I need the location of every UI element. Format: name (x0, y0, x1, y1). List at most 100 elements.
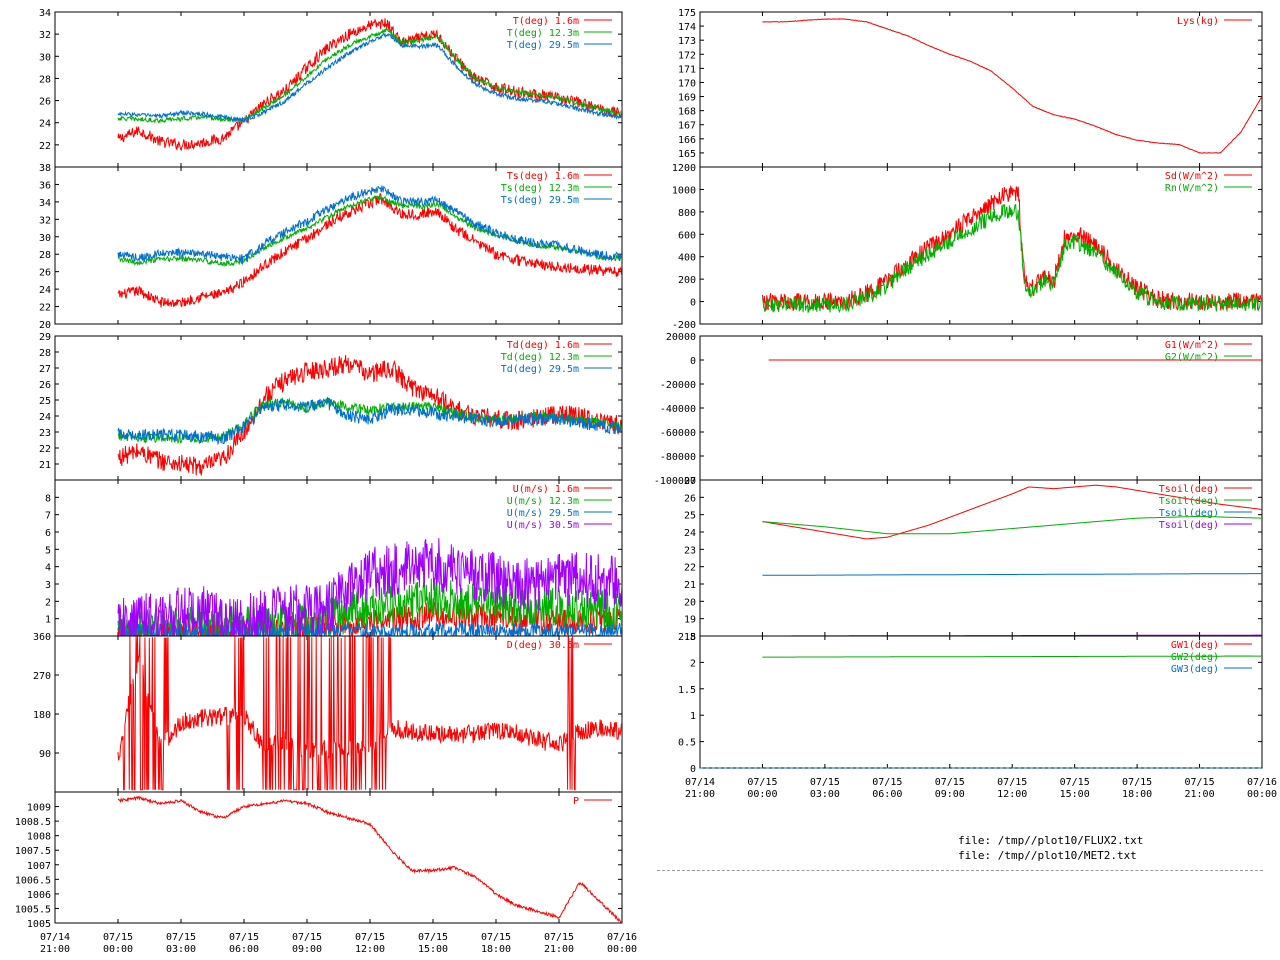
y-tick-label: 36 (39, 180, 51, 191)
y-tick-label: -80000 (660, 452, 696, 463)
y-tick-label: 600 (678, 230, 696, 241)
x-tick-time: 21:00 (1185, 789, 1215, 800)
y-tick-label: 1009 (27, 803, 51, 814)
y-tick-label: 24 (39, 285, 51, 296)
x-tick-date: 07/14 (40, 932, 70, 943)
x-tick-date: 07/14 (685, 777, 715, 788)
legend-label: Tsoil(deg) (1159, 520, 1219, 531)
legend-label: Ts(deg) 12.3m (501, 183, 579, 194)
y-tick-label: 172 (678, 50, 696, 61)
chart-d: 90 180 270 360 D(deg) 30.5m (33, 632, 623, 793)
legend-label: Ts(deg) 29.5m (501, 195, 579, 206)
series-line (117, 795, 622, 923)
y-tick-label: 34 (39, 198, 51, 209)
legend-label: T(deg) 12.3m (507, 28, 579, 39)
x-tick-date: 07/15 (1122, 777, 1152, 788)
y-tick-label: 29 (39, 332, 51, 343)
x-tick-date: 07/15 (292, 932, 322, 943)
y-tick-label: 23 (39, 428, 51, 439)
series-line (117, 636, 622, 791)
y-tick-label: 1 (45, 615, 51, 626)
y-tick-label: 165 (678, 149, 696, 160)
y-tick-label: 22 (39, 444, 51, 455)
legend-label: Td(deg) 1.6m (507, 340, 579, 351)
series-line (117, 192, 622, 308)
chart-frame (699, 11, 1263, 168)
y-tick-label: 8 (45, 493, 51, 504)
y-tick-label: 1007 (27, 861, 51, 872)
y-tick-label: 180 (33, 710, 51, 721)
chart-frame (54, 791, 623, 924)
y-tick-label: 26 (39, 268, 51, 279)
x-tick-time: 15:00 (418, 944, 448, 955)
chart-t: 22 24 26 28 30 32 34 T(deg) 1.6mT(deg) 12.3mT(d… (39, 8, 623, 168)
y-tick-label: 30 (39, 233, 51, 244)
y-tick-label: 173 (678, 36, 696, 47)
y-tick-label: 18 (684, 632, 696, 643)
y-tick-label: 22 (684, 563, 696, 574)
legend-label: D(deg) 30.5m (507, 640, 579, 651)
y-tick-label: 1005 (27, 919, 51, 930)
legend-label: G2(W/m^2) (1165, 352, 1219, 363)
x-tick-time: 15:00 (1060, 789, 1090, 800)
x-tick-date: 07/15 (355, 932, 385, 943)
y-tick-label: 3 (45, 580, 51, 591)
legend-label: U(m/s) 12.3m (507, 496, 579, 507)
legend-label: T(deg) 29.5m (507, 40, 579, 51)
x-tick-time: 09:00 (292, 944, 322, 955)
legend-label: P (573, 796, 579, 807)
y-tick-label: 2 (45, 597, 51, 608)
chart-g: -100000 -80000 -60000 -40000 -20000 0 20000 G1(… (654, 332, 1263, 487)
y-tick-label: 34 (39, 8, 51, 19)
y-tick-label: 20000 (666, 332, 696, 343)
y-tick-label: 1.5 (678, 685, 696, 696)
y-tick-label: 1006.5 (15, 875, 51, 886)
x-tick-date: 07/15 (872, 777, 902, 788)
y-tick-label: -200 (672, 320, 696, 331)
legend-label: U(m/s) 30.5m (507, 520, 579, 531)
x-tick-date: 07/15 (997, 777, 1027, 788)
y-tick-label: 90 (39, 749, 51, 760)
y-tick-label: 28 (39, 74, 51, 85)
y-tick-label: 27 (39, 364, 51, 375)
series-line (762, 573, 1262, 576)
y-tick-label: -100000 (654, 476, 696, 487)
footer-file-met: file: /tmp//plot10/MET2.txt (958, 849, 1137, 862)
legend-label: Rn(W/m^2) (1165, 183, 1219, 194)
y-tick-label: 24 (39, 119, 51, 130)
y-tick-label: 28 (39, 250, 51, 261)
legend-label: Lys(kg) (1177, 16, 1219, 27)
y-tick-label: 30 (39, 52, 51, 63)
x-tick-date: 07/15 (166, 932, 196, 943)
legend-label: T(deg) 1.6m (513, 16, 579, 27)
y-tick-label: 32 (39, 30, 51, 41)
footer-file-flux: file: /tmp//plot10/FLUX2.txt (958, 834, 1144, 847)
y-tick-label: 38 (39, 163, 51, 174)
y-tick-label: 0 (690, 764, 696, 775)
legend-label: Td(deg) 12.3m (501, 352, 579, 363)
y-tick-label: 7 (45, 511, 51, 522)
chart-p: 1005 1005.5 1006 1006.5 1007 1007.5 1008 1008.5… (15, 791, 637, 955)
y-tick-label: 1007.5 (15, 846, 51, 857)
y-tick-label: 22 (39, 303, 51, 314)
chart-lys: 165 166 167 168 169 170 171 172 173 174 175 Lys(kg) (678, 8, 1263, 168)
y-tick-label: -20000 (660, 380, 696, 391)
y-tick-label: -60000 (660, 428, 696, 439)
legend-label: Tsoil(deg) (1159, 484, 1219, 495)
legend-label: Tsoil(deg) (1159, 496, 1219, 507)
x-tick-time: 06:00 (229, 944, 259, 955)
x-tick-time: 12:00 (355, 944, 385, 955)
legend-label: U(m/s) 29.5m (507, 508, 579, 519)
x-tick-time: 03:00 (166, 944, 196, 955)
y-tick-label: 1005.5 (15, 904, 51, 915)
y-tick-label: 24 (39, 412, 51, 423)
x-tick-date: 07/15 (747, 777, 777, 788)
y-tick-label: 169 (678, 93, 696, 104)
y-tick-label: 21 (684, 580, 696, 591)
y-tick-label: 1200 (672, 163, 696, 174)
y-tick-label: 400 (678, 253, 696, 264)
x-tick-time: 03:00 (810, 789, 840, 800)
chart-frame (699, 635, 1263, 769)
